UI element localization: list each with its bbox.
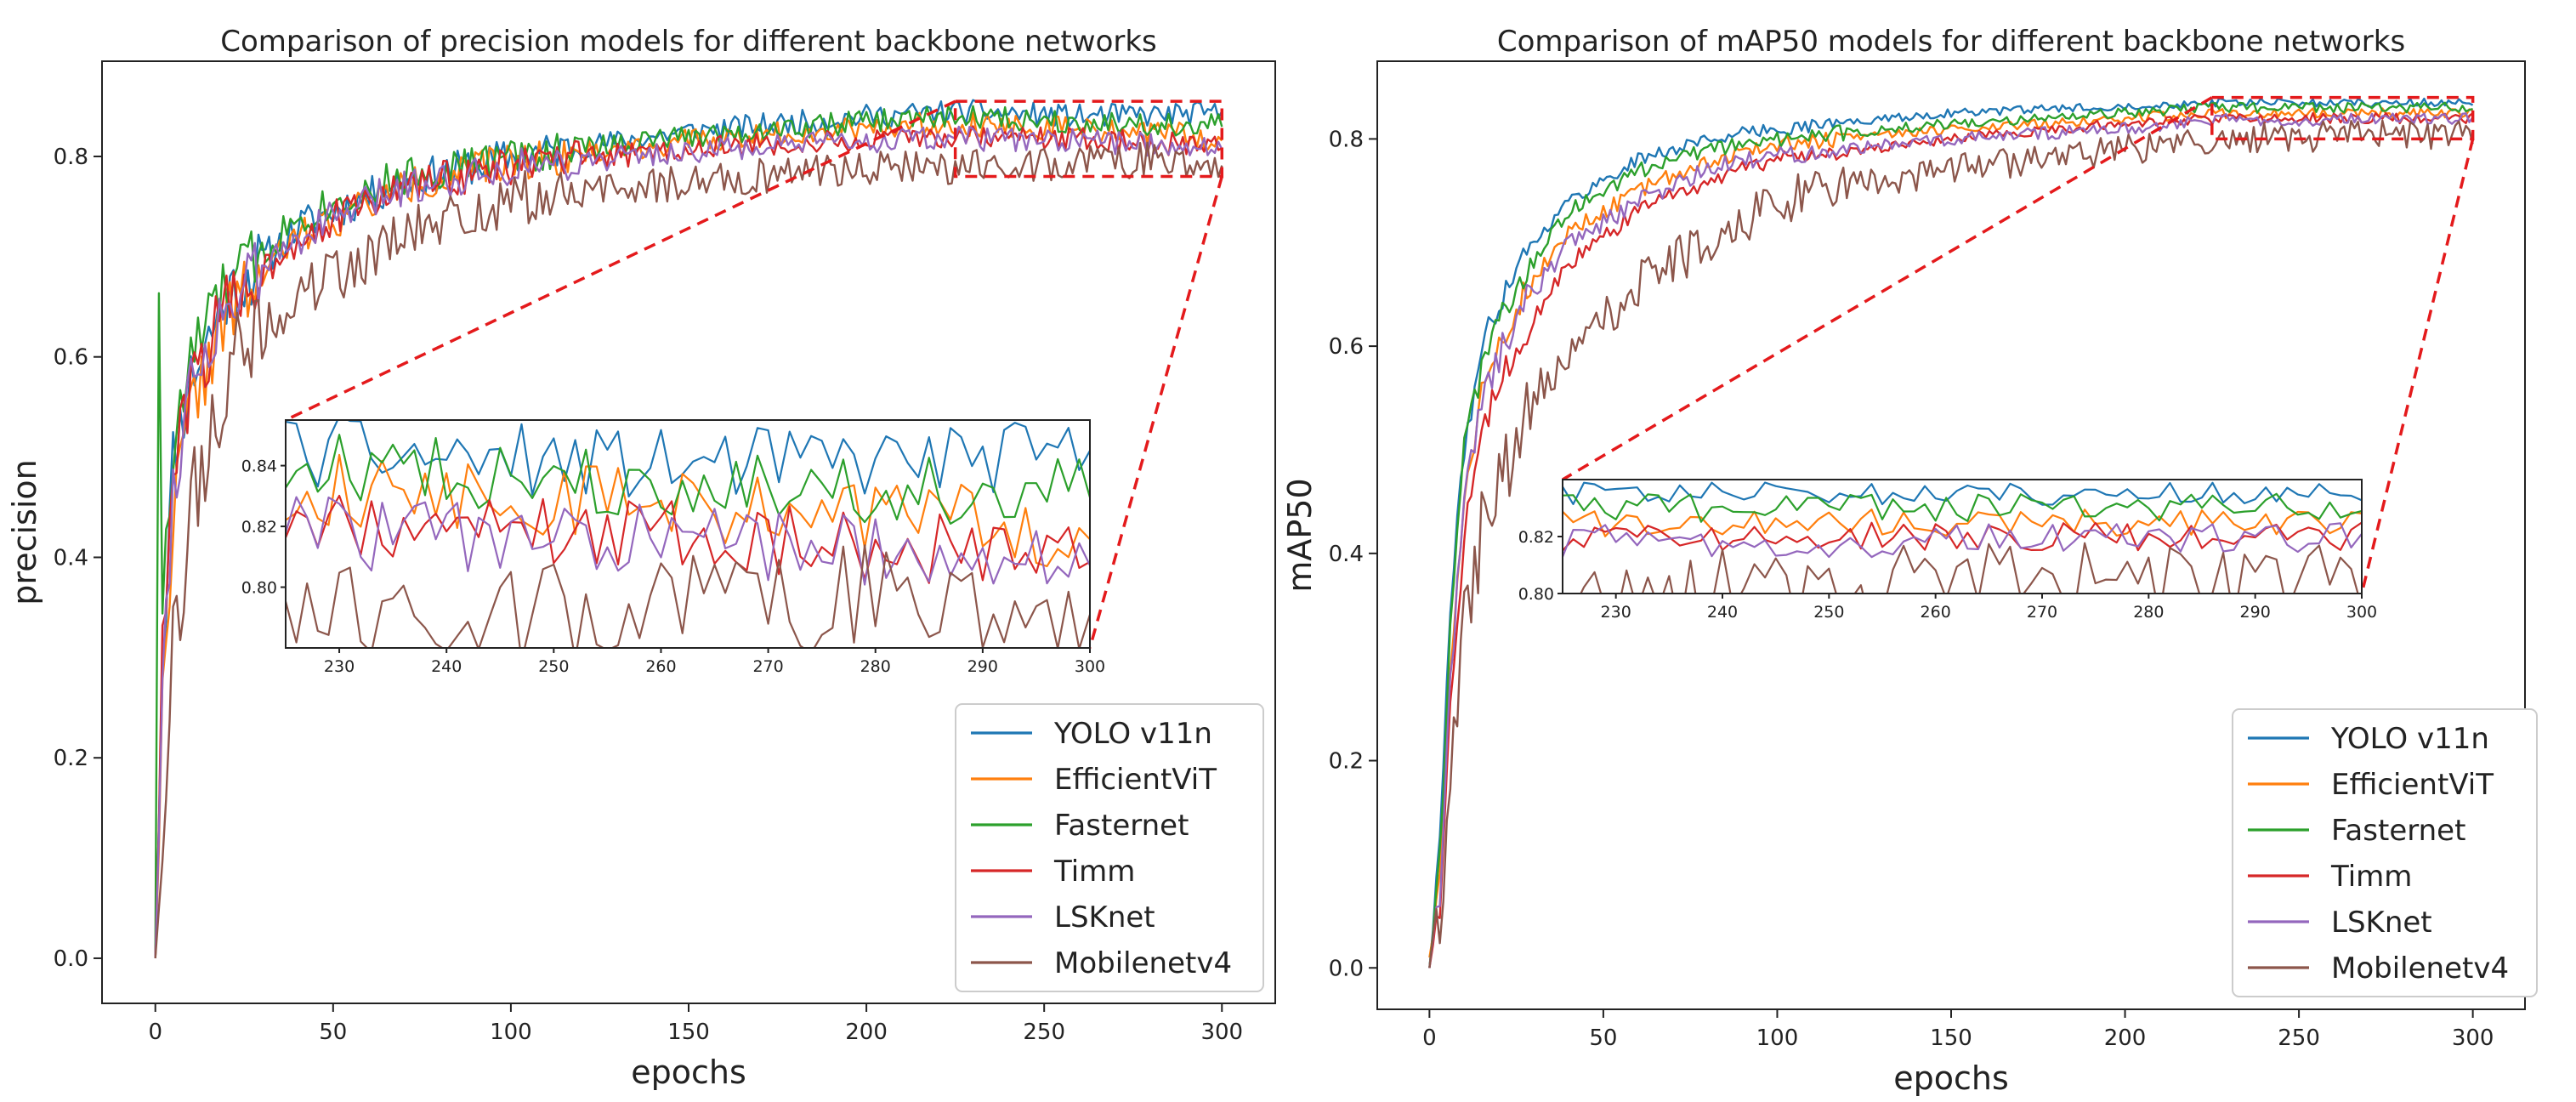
- chart2-inset-xtick-label: 290: [2240, 603, 2271, 622]
- chart1-xtick-label: 100: [490, 1020, 532, 1045]
- chart1-inset-xtick-label: 250: [538, 657, 569, 676]
- chart1-legend: YOLO v11n EfficientViT Fasternet Timm LSKnet…: [956, 704, 1263, 991]
- chart1-inset-xtick-label: 280: [860, 657, 891, 676]
- chart1-legend-label: Mobilenetv4: [1054, 946, 1232, 980]
- chart1-ytick-label: 0.4: [54, 545, 88, 571]
- chart2-xtick-label: 100: [1756, 1025, 1799, 1051]
- chart2-xtick-label: 300: [2452, 1025, 2494, 1051]
- chart1-xtick-label: 250: [1023, 1020, 1065, 1045]
- chart1-xtick-label: 200: [845, 1020, 888, 1045]
- chart2-xtick-label: 50: [1589, 1025, 1617, 1051]
- figure: 0 50 100 150 200 250 300 0.0 0.2 0.4 0.6 0.8 Compari…: [0, 0, 2576, 1102]
- chart2-xtick-label: 0: [1422, 1025, 1437, 1051]
- chart1-legend-label: LSKnet: [1054, 900, 1155, 934]
- chart2-legend-label: YOLO v11n: [2330, 722, 2489, 756]
- chart2-title: Comparison of mAP50 models for different…: [1497, 25, 2405, 59]
- chart1-inset-ytick-label: 0.82: [241, 518, 277, 537]
- chart2-ytick-label: 0.2: [1329, 749, 1364, 775]
- chart1-xtick-label: 50: [319, 1020, 347, 1045]
- chart1-inset-xtick-label: 300: [1075, 657, 1105, 676]
- chart1-inset-xtick-label: 260: [645, 657, 676, 676]
- chart1-legend-label: Timm: [1053, 855, 1135, 889]
- chart1-xlabel: epochs: [631, 1054, 746, 1091]
- chart1-inset-ytick-label: 0.84: [241, 457, 277, 476]
- chart2-xtick-label: 150: [1930, 1025, 1972, 1051]
- chart1-ytick-label: 0.6: [54, 345, 88, 371]
- chart2-inset-xtick-label: 270: [2027, 603, 2057, 622]
- chart1-inset-ytick-label: 0.80: [241, 579, 277, 598]
- chart2-legend: YOLO v11n EfficientViT Fasternet Timm LSKnet…: [2233, 709, 2537, 997]
- chart2-inset-xtick-label: 300: [2346, 603, 2377, 622]
- chart1-inset-xtick-label: 270: [752, 657, 783, 676]
- chart1-xtick-label: 300: [1200, 1020, 1243, 1045]
- chart2-legend-label: LSKnet: [2331, 906, 2432, 940]
- chart2-panel: 0 50 100 150 200 250 300 0.0 0.2 0.4 0.6 0.8 Compari…: [1281, 25, 2537, 1097]
- chart2-inset-xtick-label: 230: [1601, 603, 1631, 622]
- chart1-xtick-label: 0: [148, 1020, 162, 1045]
- chart2-xtick-label: 250: [2278, 1025, 2320, 1051]
- chart2-inset-xtick-label: 250: [1813, 603, 1844, 622]
- chart1-ytick-label: 0.2: [54, 746, 88, 771]
- chart2-xtick-label: 200: [2104, 1025, 2147, 1051]
- chart1-inset-xtick-label: 230: [324, 657, 355, 676]
- chart2-legend-label: Fasternet: [2331, 814, 2465, 848]
- chart1-ytick-label: 0.0: [54, 946, 88, 972]
- chart2-legend-label: EfficientViT: [2331, 768, 2494, 802]
- chart1-panel: 0 50 100 150 200 250 300 0.0 0.2 0.4 0.6 0.8 Compari…: [6, 25, 1275, 1091]
- chart2-legend-label: Mobilenetv4: [2331, 951, 2509, 986]
- chart1-legend-label: Fasternet: [1054, 809, 1189, 843]
- chart2-ytick-label: 0.4: [1329, 542, 1364, 567]
- chart1-title: Comparison of precision models for diffe…: [220, 25, 1157, 59]
- chart2-inset-ytick-label: 0.80: [1518, 585, 1554, 604]
- chart2-inset-ytick-label: 0.82: [1518, 528, 1554, 547]
- chart1-zoom-connector: [1090, 177, 1222, 648]
- chart2-ytick-label: 0.8: [1329, 127, 1364, 152]
- chart2-xlabel: epochs: [1893, 1059, 2009, 1097]
- chart2-ytick-label: 0.6: [1329, 334, 1364, 360]
- chart1-inset-xtick-label: 290: [967, 657, 998, 676]
- chart1-legend-label: EfficientViT: [1054, 763, 1217, 797]
- chart2-legend-label: Timm: [2330, 860, 2412, 894]
- chart2-inset-xtick-label: 240: [1707, 603, 1738, 622]
- chart1-legend-label: YOLO v11n: [1053, 717, 1212, 751]
- chart2-inset-xtick-label: 280: [2133, 603, 2164, 622]
- chart2-zoom-connector: [2362, 139, 2473, 594]
- chart1-inset-xtick-label: 240: [431, 657, 462, 676]
- chart1-ytick-label: 0.8: [54, 145, 88, 170]
- chart2-inset-xtick-label: 260: [1921, 603, 1951, 622]
- chart2-ylabel: mAP50: [1281, 478, 1319, 592]
- chart2-ytick-label: 0.0: [1329, 956, 1364, 981]
- chart1-xtick-label: 150: [667, 1020, 710, 1045]
- chart1-ylabel: precision: [6, 459, 43, 605]
